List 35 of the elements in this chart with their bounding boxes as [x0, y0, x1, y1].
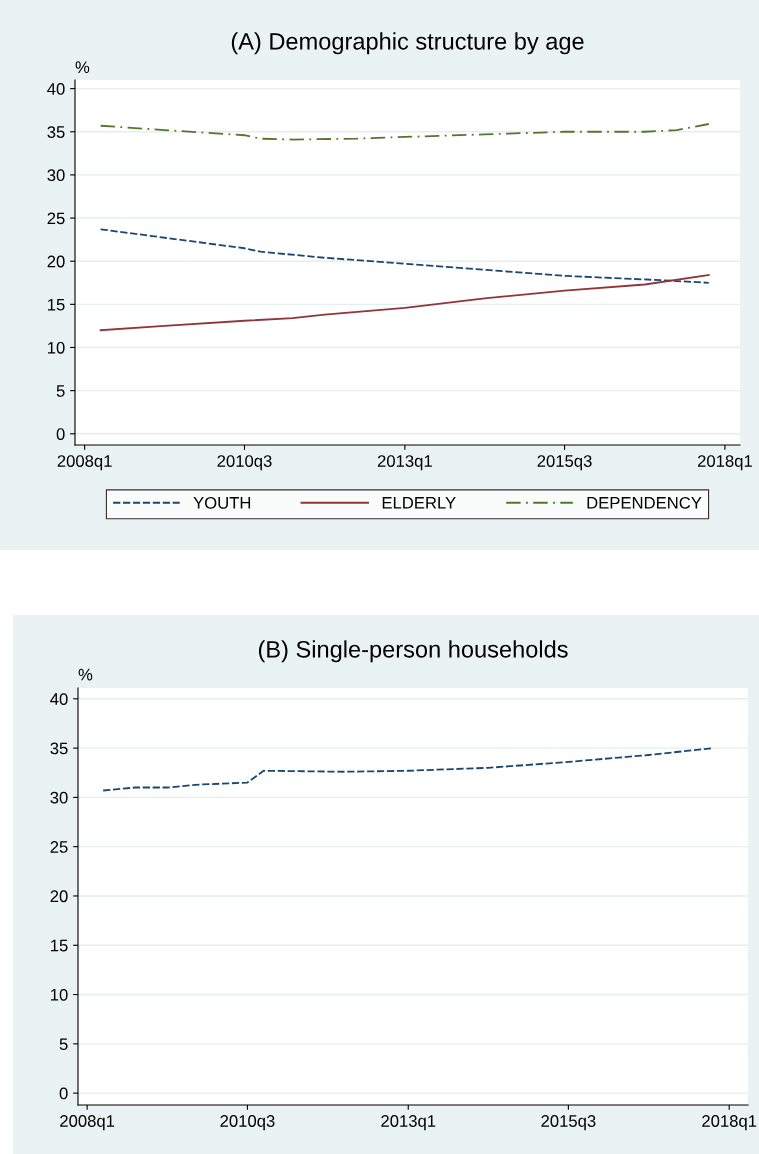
- y-tick-label: 10: [48, 341, 65, 354]
- y-tick-label: 35: [47, 126, 65, 138]
- legend-label: YOUTH: [193, 496, 251, 509]
- y-tick-label: 35: [50, 742, 68, 755]
- y-tick-label: 20: [47, 255, 65, 268]
- x-tick-label: 2015q3: [541, 1115, 596, 1131]
- x-tick-label: 2015q3: [537, 455, 592, 471]
- y-tick-label: 5: [56, 385, 65, 397]
- y-tick-label: 0: [59, 1087, 68, 1100]
- x-tick-label: 2018q1: [697, 455, 752, 471]
- y-tick-label: 30: [47, 169, 65, 182]
- y-axis-title: %: [78, 668, 93, 681]
- y-tick-label: 10: [51, 988, 68, 1001]
- x-tick-label: 2010q3: [217, 455, 272, 471]
- y-tick-label: 5: [59, 1038, 68, 1051]
- y-tick-label: 30: [50, 791, 68, 804]
- legend-label: DEPENDENCY: [587, 496, 702, 509]
- y-tick-label: 25: [50, 841, 68, 853]
- y-tick-label: 40: [47, 83, 65, 95]
- y-tick-label: 0: [56, 428, 65, 440]
- chart-title: (B) Single-person households: [258, 640, 568, 663]
- y-tick-label: 15: [48, 298, 65, 311]
- y-tick-label: 40: [50, 693, 68, 705]
- legend-label: ELDERLY: [382, 497, 456, 509]
- x-tick-label: 2010q3: [220, 1115, 275, 1131]
- x-tick-label: 2008q1: [57, 455, 112, 471]
- chart-title: (A) Demographic structure by age: [231, 32, 584, 55]
- y-axis-title: %: [75, 61, 90, 73]
- y-tick-label: 25: [47, 212, 65, 225]
- x-tick-label: 2018q1: [702, 1115, 757, 1131]
- x-tick-label: 2008q1: [60, 1115, 115, 1131]
- x-tick-label: 2013q1: [377, 455, 432, 471]
- y-tick-label: 15: [51, 939, 68, 952]
- y-tick-label: 20: [50, 890, 68, 903]
- x-tick-label: 2013q1: [381, 1115, 436, 1131]
